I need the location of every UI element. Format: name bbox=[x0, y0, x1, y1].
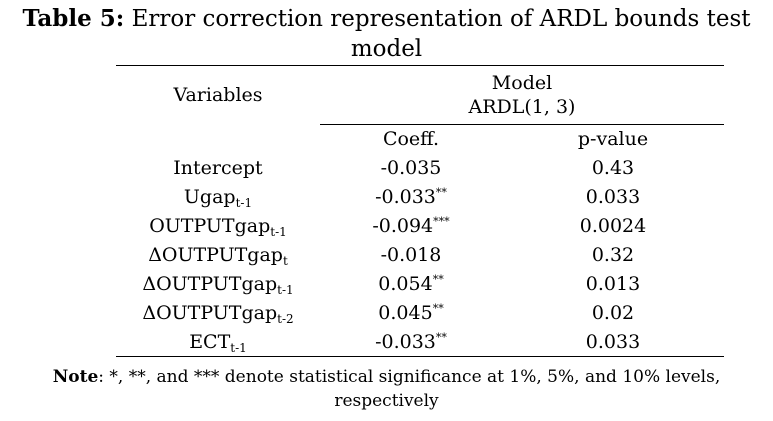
coefficient-value: -0.033 bbox=[375, 185, 436, 208]
table-row: ECTt-1 -0.033** 0.033 bbox=[116, 327, 724, 357]
variable-subscript: t-1 bbox=[230, 340, 247, 355]
coefficient-cell: -0.018 bbox=[320, 240, 502, 269]
pvalue-cell: 0.43 bbox=[591, 156, 635, 179]
coefficient-value: -0.035 bbox=[380, 156, 442, 179]
table-title-text: Error correction representation of ARDL … bbox=[131, 6, 751, 62]
variable-subscript: t-1 bbox=[277, 282, 294, 297]
pvalue-cell: 0.0024 bbox=[579, 214, 647, 237]
variable-cell: ΔOUTPUTgapt-1 bbox=[116, 269, 320, 298]
table-row: Intercept -0.035 0.43 bbox=[116, 153, 724, 182]
coefficient-value: 0.054 bbox=[378, 272, 433, 295]
coefficient-value: -0.033 bbox=[375, 330, 436, 353]
variable-cell: OUTPUTgapt-1 bbox=[116, 211, 320, 240]
note-text: : *, **, and *** denote statistical sign… bbox=[98, 367, 721, 411]
coefficient-value: -0.094 bbox=[372, 214, 434, 237]
variable-cell: Ugapt-1 bbox=[116, 182, 320, 211]
table-row: OUTPUTgapt-1 -0.094*** 0.0024 bbox=[116, 211, 724, 240]
variable-name: Intercept bbox=[173, 156, 263, 179]
coefficient-value: -0.018 bbox=[380, 243, 442, 266]
table-row: Ugapt-1 -0.033** 0.033 bbox=[116, 182, 724, 211]
variable-name: Ugap bbox=[183, 185, 236, 208]
coefficient-cell: 0.045** bbox=[320, 298, 502, 327]
variable-name: ΔOUTPUTgap bbox=[148, 243, 283, 266]
pvalue-cell: 0.32 bbox=[591, 243, 635, 266]
coefficient-cell: -0.033** bbox=[320, 182, 502, 211]
significance-stars: *** bbox=[433, 214, 450, 228]
model-header-line2: ARDL(1, 3) bbox=[468, 96, 576, 118]
table-row: ΔOUTPUTgapt-2 0.045** 0.02 bbox=[116, 298, 724, 327]
subheader-row: Coeff. p-value bbox=[116, 124, 724, 154]
significance-stars: ** bbox=[432, 301, 444, 315]
variable-cell: ΔOUTPUTgapt bbox=[116, 240, 320, 269]
variables-header: Variables bbox=[173, 84, 263, 107]
variable-cell: ECTt-1 bbox=[116, 327, 320, 357]
variable-subscript: t bbox=[282, 253, 288, 268]
variable-subscript: t-2 bbox=[277, 311, 294, 326]
variable-name: ΔOUTPUTgap bbox=[142, 301, 278, 324]
variable-cell: Intercept bbox=[116, 153, 320, 182]
coefficient-value: 0.045 bbox=[378, 301, 433, 324]
pvalue-cell: 0.02 bbox=[591, 301, 635, 324]
pvalue-cell: 0.013 bbox=[585, 272, 641, 295]
pvalue-cell: 0.033 bbox=[585, 330, 641, 353]
significance-stars: ** bbox=[432, 272, 444, 286]
variable-name: OUTPUTgap bbox=[149, 214, 271, 237]
variable-name: ECT bbox=[189, 330, 231, 353]
variable-subscript: t-1 bbox=[270, 224, 287, 239]
coefficient-cell: 0.054** bbox=[320, 269, 502, 298]
variable-subscript: t-1 bbox=[235, 195, 253, 210]
model-header: Model ARDL(1, 3) bbox=[320, 66, 724, 125]
coefficient-cell: -0.033** bbox=[320, 327, 502, 357]
subheader-empty bbox=[116, 125, 320, 154]
variable-cell: ΔOUTPUTgapt-2 bbox=[116, 298, 320, 327]
table-title: Table 5: Error correction representation… bbox=[0, 4, 773, 64]
table-note: Note: *, **, and *** denote statistical … bbox=[0, 365, 773, 413]
significance-stars: ** bbox=[435, 185, 447, 199]
model-header-line1: Model bbox=[491, 72, 553, 94]
significance-stars: ** bbox=[435, 330, 447, 344]
coefficient-cell: -0.094*** bbox=[320, 211, 502, 240]
pvalue-header: p-value bbox=[502, 124, 724, 153]
note-label: Note bbox=[52, 367, 99, 387]
header-row: Variables Model ARDL(1, 3) bbox=[116, 65, 724, 125]
ardl-table: Variables Model ARDL(1, 3) Coeff. p-valu… bbox=[116, 65, 724, 357]
table-row: ΔOUTPUTgapt -0.018 0.32 bbox=[116, 240, 724, 269]
variable-name: ΔOUTPUTgap bbox=[142, 272, 278, 295]
table-title-label: Table 5: bbox=[22, 5, 125, 32]
table-body: Intercept -0.035 0.43 Ugapt-1 -0.033** 0.033 O… bbox=[116, 153, 724, 357]
table-row: ΔOUTPUTgapt-1 0.054** 0.013 bbox=[116, 269, 724, 298]
coefficient-cell: -0.035 bbox=[320, 153, 502, 182]
coeff-header: Coeff. bbox=[320, 124, 502, 153]
pvalue-cell: 0.033 bbox=[585, 185, 641, 208]
